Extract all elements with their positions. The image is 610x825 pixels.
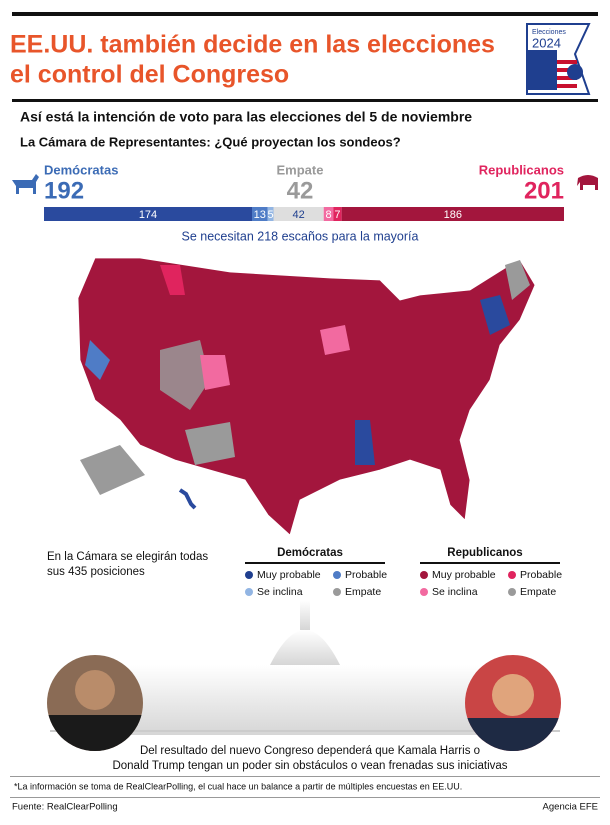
note: sus 435 posiciones <box>47 566 145 578</box>
bar-segment <box>273 207 324 221</box>
legend-swatch <box>333 588 341 596</box>
legend-swatch <box>245 588 253 596</box>
map <box>77 257 536 536</box>
legend-swatch <box>508 588 516 596</box>
legend-rule <box>420 562 560 564</box>
legend-swatch <box>245 571 253 579</box>
rule <box>12 99 598 102</box>
credit: Agencia EFE <box>543 802 598 813</box>
footnote: *La información se toma de RealClearPoll… <box>14 781 462 791</box>
legend-label: Probable <box>520 569 562 581</box>
donkey-icon <box>12 174 39 194</box>
legend-swatch <box>333 571 341 579</box>
party-seats: 42 <box>287 177 314 204</box>
legend-swatch <box>508 571 516 579</box>
bar-label: 174 <box>139 209 157 221</box>
bar-label: 7 <box>334 209 340 221</box>
legend-label: Muy probable <box>257 569 321 581</box>
legend-label: Empate <box>520 586 556 598</box>
badge-label: Elecciones <box>532 29 566 36</box>
legend-swatch <box>420 571 428 579</box>
bar-segment <box>323 207 334 221</box>
bar-segment <box>44 207 252 221</box>
legend-label: Se inclina <box>432 586 478 598</box>
party-name: Empate <box>277 162 324 177</box>
top-rule <box>12 12 598 16</box>
legend-rule <box>245 562 385 564</box>
title: EE.UU. también decide en las elecciones <box>10 31 495 59</box>
source: Fuente: RealClearPolling <box>12 802 118 813</box>
party-name: Republicanos <box>479 162 564 177</box>
bar-segment <box>341 207 564 221</box>
majority-note: Se necesitan 218 escaños para la mayoría <box>182 229 419 243</box>
note: En la Cámara se elegirán todas <box>47 551 208 563</box>
legend-label: Empate <box>345 586 381 598</box>
legend-swatch <box>420 588 428 596</box>
bar-label: 42 <box>292 209 304 221</box>
capitol <box>130 600 480 735</box>
party-name: Demócratas <box>44 162 118 177</box>
legend-label: Muy probable <box>432 569 496 581</box>
badge: Elecciones 2024 <box>526 23 591 95</box>
bar-label: 186 <box>444 209 462 221</box>
subtitle: Así está la intención de voto para las e… <box>20 109 472 125</box>
title: el control del Congreso <box>10 61 289 89</box>
party-seats: 192 <box>44 177 84 204</box>
bar-segment <box>252 207 268 221</box>
legend-label: Se inclina <box>257 586 303 598</box>
bar-segment <box>267 207 274 221</box>
rule <box>10 776 600 777</box>
legend-label: Probable <box>345 569 387 581</box>
party-seats: 201 <box>524 177 564 204</box>
bar-label: 8 <box>325 209 331 221</box>
badge-year: 2024 <box>532 35 561 50</box>
legend-title: Republicanos <box>447 547 522 559</box>
legend-title: Demócratas <box>277 547 343 559</box>
rule <box>50 730 560 732</box>
caption: Donald Trump tengan un poder sin obstácu… <box>112 760 507 772</box>
bar-segment <box>333 207 342 221</box>
elephant-icon <box>577 175 598 190</box>
rule <box>10 797 600 798</box>
bar-label: 5 <box>267 209 273 221</box>
bar-label: 13 <box>254 209 266 221</box>
question: La Cámara de Representantes: ¿Qué proyec… <box>20 134 401 149</box>
photo-harris <box>47 655 143 751</box>
caption: Del resultado del nuevo Congreso depende… <box>140 745 480 757</box>
